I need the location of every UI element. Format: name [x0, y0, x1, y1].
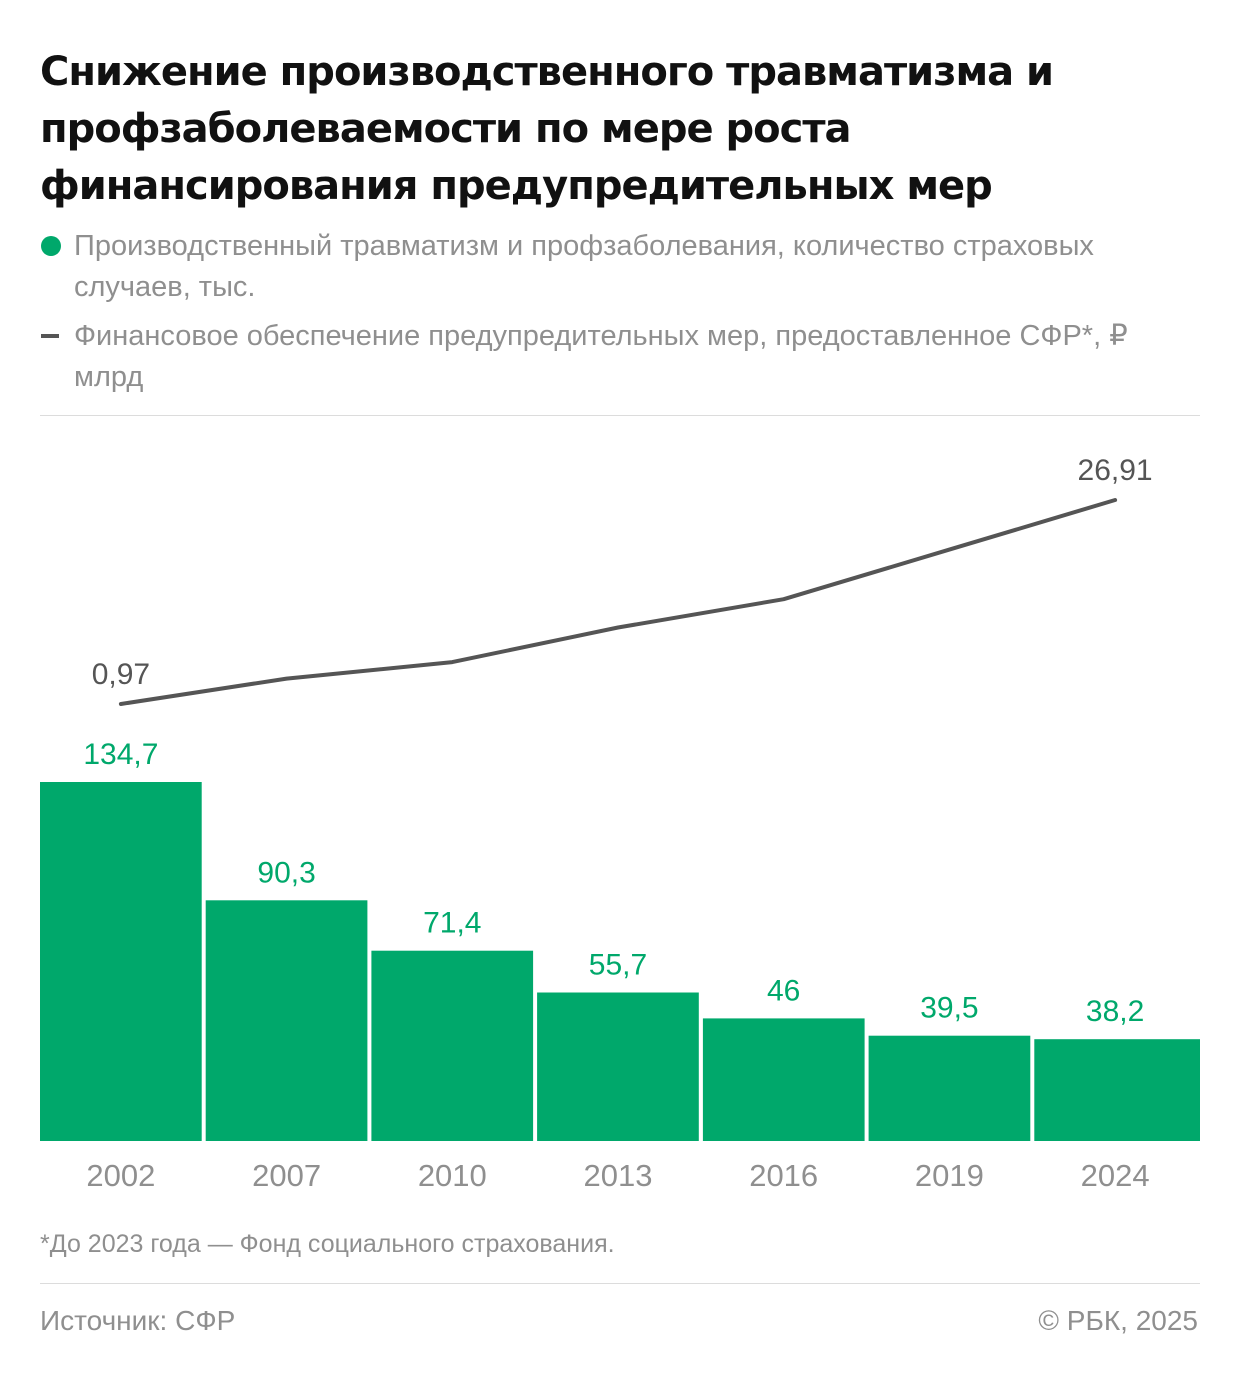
legend-label-bars: Производственный травматизм и профзаболе… — [74, 230, 1094, 303]
divider-top — [40, 415, 1200, 416]
line-point — [783, 598, 785, 600]
legend-label-line: Финансовое обеспечение предупредительных… — [74, 320, 1128, 393]
bar-2007 — [205, 900, 368, 1141]
legend: Производственный травматизм и профзаболе… — [40, 226, 1200, 406]
line-point — [120, 703, 122, 705]
x-tick-label: 2016 — [749, 1158, 818, 1193]
chart-title: Снижение производственного травматизма и… — [40, 49, 1054, 209]
divider-bottom — [40, 1283, 1200, 1284]
legend-item-bars: Производственный травматизм и профзаболе… — [40, 226, 1200, 308]
copyright-label: © РБК, 2025 — [1038, 1305, 1198, 1336]
line-point — [451, 661, 453, 663]
bar-2024 — [1034, 1039, 1200, 1141]
line-series — [118, 498, 1118, 706]
bar-value-label: 71,4 — [423, 907, 481, 940]
line-value-label: 26,91 — [1078, 454, 1153, 487]
bar-value-label: 38,2 — [1086, 995, 1144, 1028]
bar-2016 — [702, 1018, 865, 1141]
footnote: *До 2023 года — Фонд социального страхов… — [40, 1230, 615, 1258]
line-value-label: 0,97 — [92, 658, 150, 691]
bar-value-label: 39,5 — [920, 992, 978, 1025]
bar-2013 — [537, 992, 699, 1141]
line-point — [1114, 499, 1116, 501]
bar-value-label: 90,3 — [257, 856, 315, 889]
green-dot-icon — [41, 236, 61, 256]
bar-2002 — [40, 782, 202, 1141]
legend-item-line: Финансовое обеспечение предупредительных… — [40, 316, 1200, 398]
bar-value-label: 55,7 — [589, 949, 647, 982]
combo-chart: 134,7 2002 90,3 2007 71,4 2010 55,7 2013 46 2016 3… — [40, 454, 1200, 1193]
dash-icon — [41, 334, 59, 338]
x-tick-label: 2019 — [915, 1158, 984, 1193]
source-label: Источник: СФР — [40, 1305, 236, 1336]
line-point — [948, 549, 950, 551]
x-tick-label: 2002 — [86, 1158, 155, 1193]
bar-value-label: 134,7 — [83, 738, 158, 771]
x-tick-label: 2010 — [418, 1158, 487, 1193]
line-point — [286, 678, 288, 680]
x-tick-label: 2013 — [584, 1158, 653, 1193]
line-point — [617, 627, 619, 628]
x-tick-label: 2007 — [252, 1158, 321, 1193]
bar-2019 — [868, 1035, 1031, 1141]
bar-2010 — [371, 950, 534, 1141]
x-tick-label: 2024 — [1081, 1158, 1150, 1193]
bar-value-label: 46 — [767, 974, 800, 1007]
